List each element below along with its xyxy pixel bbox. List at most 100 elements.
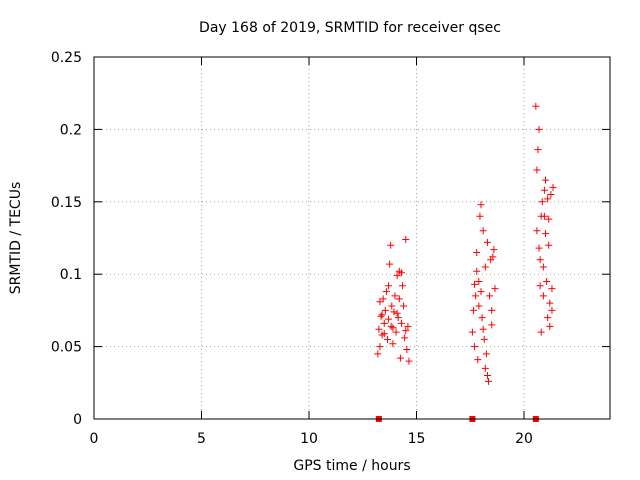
- data-point: [490, 246, 498, 254]
- data-point: [473, 267, 481, 275]
- data-point: [468, 328, 476, 336]
- data-point: [483, 372, 491, 380]
- data-point: [397, 269, 405, 277]
- data-point: [385, 315, 393, 323]
- data-point: [475, 277, 483, 285]
- data-point: [479, 325, 487, 333]
- data-point: [486, 292, 494, 300]
- data-point: [488, 306, 496, 314]
- data-point: [389, 324, 397, 332]
- data-point: [393, 272, 401, 280]
- data-point: [489, 253, 497, 261]
- data-point: [404, 322, 412, 330]
- data-point: [485, 377, 493, 385]
- data-point: [549, 183, 557, 191]
- data-point: [380, 330, 388, 338]
- data-point: [548, 306, 556, 314]
- data-point: [405, 357, 413, 365]
- data-point: [382, 288, 390, 296]
- data-point: [537, 328, 545, 336]
- data-point: [402, 327, 410, 335]
- data-point: [480, 335, 488, 343]
- axis-ticks: 0 0.05 0.1 0.15 0.2 0.25 0 5 10 15 20: [51, 50, 610, 447]
- data-point: [395, 295, 403, 303]
- data-point: [390, 308, 398, 316]
- data-point: [393, 309, 401, 317]
- data-point: [533, 166, 541, 174]
- data-point: [536, 282, 544, 290]
- y-tick-label: 0: [73, 412, 82, 428]
- data-point: [546, 322, 554, 330]
- data-point: [540, 186, 548, 194]
- y-tick-label: 0.05: [51, 340, 82, 356]
- data-point: [375, 325, 383, 333]
- x-tick-label: 20: [515, 431, 533, 447]
- data-point: [545, 215, 553, 223]
- data-point: [546, 299, 554, 307]
- data-point: [381, 306, 389, 314]
- data-point: [491, 285, 499, 293]
- data-point: [539, 263, 547, 271]
- data-point: [388, 302, 396, 310]
- y-tick-label: 0.25: [51, 50, 82, 66]
- data-point: [401, 334, 409, 342]
- data-point: [377, 312, 385, 320]
- data-point: [400, 302, 408, 310]
- x-tick-label: 10: [300, 431, 318, 447]
- data-point: [544, 195, 552, 203]
- data-point: [383, 335, 391, 343]
- grid: [94, 57, 610, 419]
- y-tick-label: 0.15: [51, 195, 82, 211]
- data-point: [391, 292, 399, 300]
- data-point: [474, 356, 482, 364]
- data-point: [386, 260, 394, 268]
- x-tick-label: 5: [197, 431, 206, 447]
- data-point: [548, 285, 556, 293]
- data-point: [380, 319, 388, 327]
- data-point: [399, 282, 407, 290]
- data-point: [483, 238, 491, 246]
- data-point: [385, 282, 393, 290]
- data-point: [482, 350, 490, 358]
- data-point: [537, 212, 545, 220]
- data-point: [403, 345, 411, 353]
- data-point: [469, 306, 477, 314]
- y-tick-label: 0.2: [60, 122, 82, 138]
- data-point: [394, 314, 402, 322]
- data-point: [387, 322, 395, 330]
- data-point: [473, 248, 481, 256]
- data-point: [539, 292, 547, 300]
- data-point: [378, 311, 386, 319]
- data-point: [545, 241, 553, 249]
- data-point: [472, 292, 480, 300]
- data-point: [396, 354, 404, 362]
- data-point: [478, 314, 486, 322]
- data-point: [471, 343, 479, 351]
- data-point: [536, 256, 544, 264]
- data-point: [471, 280, 479, 288]
- y-axis-label: SRMTID / TECUs: [8, 182, 24, 295]
- data-point: [543, 277, 551, 285]
- data-point: [535, 244, 543, 252]
- data-point: [387, 241, 395, 249]
- x-tick-label: 0: [90, 431, 99, 447]
- data-point: [397, 319, 405, 327]
- data-point: [477, 288, 485, 296]
- data-point: [538, 198, 546, 206]
- x-tick-label: 15: [408, 431, 426, 447]
- data-point: [402, 235, 410, 243]
- data-point: [532, 102, 540, 110]
- chart-title: Day 168 of 2019, SRMTID for receiver qse…: [199, 20, 501, 36]
- data-point: [481, 364, 489, 372]
- data-point: [376, 298, 384, 306]
- data-point: [479, 227, 487, 235]
- data-point: [535, 125, 543, 133]
- data-point: [475, 302, 483, 310]
- data-point: [476, 212, 484, 220]
- data-point: [374, 350, 382, 358]
- data-point: [542, 230, 549, 238]
- data-point: [379, 295, 387, 303]
- data-point: [477, 201, 485, 209]
- data-point: [533, 227, 541, 235]
- x-axis-label: GPS time / hours: [293, 458, 410, 474]
